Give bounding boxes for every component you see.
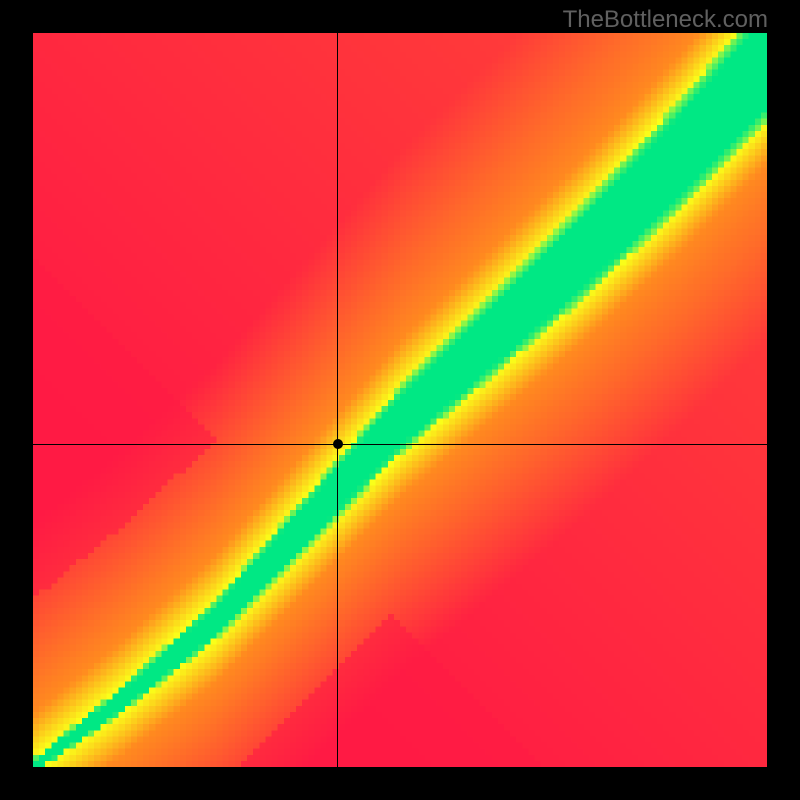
chart-container: TheBottleneck.com bbox=[0, 0, 800, 800]
watermark-text: TheBottleneck.com bbox=[563, 6, 768, 34]
crosshair-vertical bbox=[337, 33, 338, 767]
data-point-marker bbox=[333, 439, 343, 449]
crosshair-horizontal bbox=[33, 444, 767, 445]
bottleneck-heatmap bbox=[33, 33, 767, 767]
